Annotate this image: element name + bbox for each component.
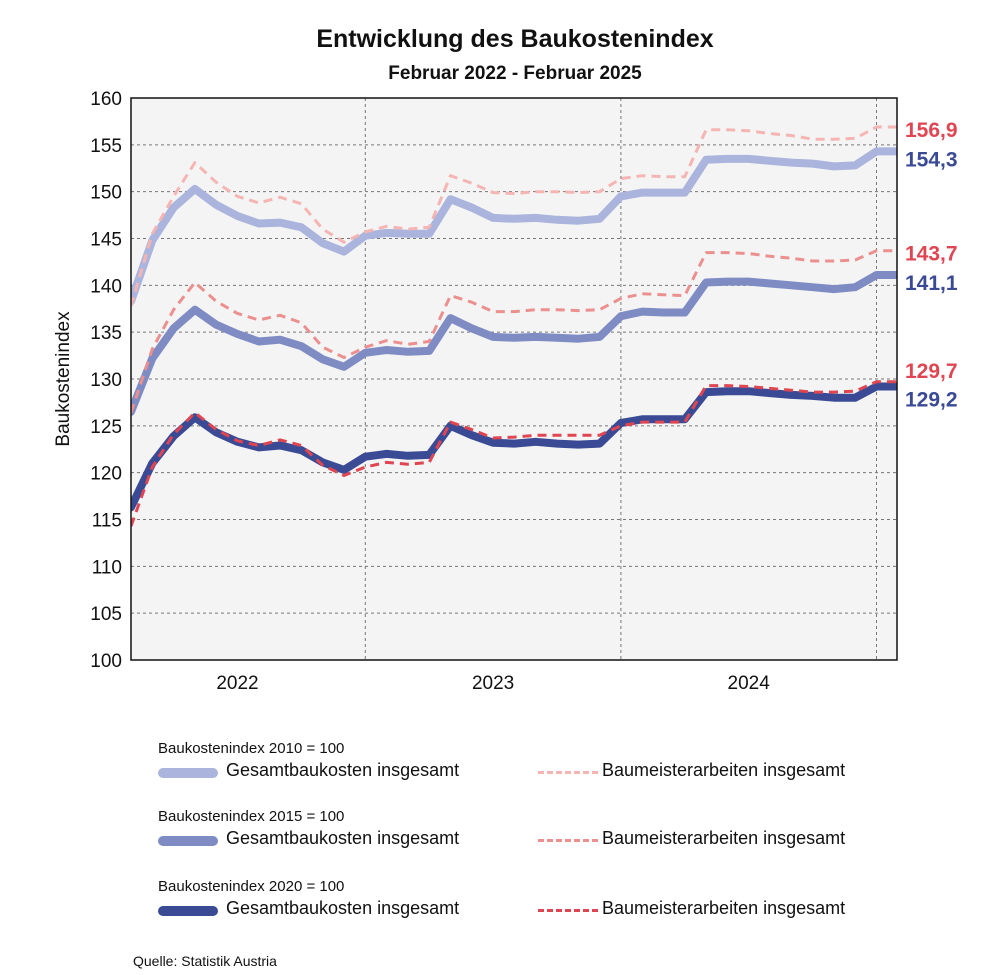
legend-swatch-dashed bbox=[538, 771, 598, 774]
series-line bbox=[131, 125, 897, 307]
y-tick-label: 155 bbox=[90, 136, 122, 157]
end-labels: 154,3 156,9 141,1 143,7 129,2 129,7 bbox=[905, 119, 958, 411]
legend-group-title: Baukostenindex 2010 = 100 bbox=[158, 740, 345, 757]
legend-label-baumeisterarbeiten: Baumeisterarbeiten insgesamt bbox=[602, 760, 846, 780]
legend-label-gesamtbaukosten: Gesamtbaukosten insgesamt bbox=[226, 760, 460, 780]
series-line bbox=[131, 271, 897, 416]
y-tick-label: 150 bbox=[90, 183, 122, 204]
legend-row: Gesamtbaukosten insgesamt Baumeisterarbe… bbox=[158, 828, 878, 852]
y-tick-label: 115 bbox=[92, 511, 122, 532]
legend-swatch-solid bbox=[158, 768, 218, 778]
legend-label-baumeisterarbeiten: Baumeisterarbeiten insgesamt bbox=[602, 898, 846, 918]
y-tick-label: 110 bbox=[92, 557, 122, 578]
legend-row: Gesamtbaukosten insgesamt Baumeisterarbe… bbox=[158, 760, 878, 784]
x-tick-label: 2022 bbox=[216, 673, 258, 694]
legend-group-title: Baukostenindex 2015 = 100 bbox=[158, 808, 345, 825]
end-value-label: 141,1 bbox=[905, 272, 958, 295]
legend-swatch-solid bbox=[158, 906, 218, 916]
legend-swatch-solid bbox=[158, 836, 218, 846]
legend-group-title: Baukostenindex 2020 = 100 bbox=[158, 878, 345, 895]
series-line bbox=[131, 382, 897, 512]
plot-frame bbox=[130, 97, 898, 661]
y-axis-ticks: 100 105 110 115 120 125 130 135 140 145 150 155 160 bbox=[90, 89, 122, 672]
end-value-label: 143,7 bbox=[905, 243, 958, 266]
chart-title: Entwicklung des Baukostenindex bbox=[316, 25, 713, 53]
end-value-label: 156,9 bbox=[905, 119, 958, 142]
y-axis-label: Baukostenindex bbox=[53, 311, 74, 447]
series-line bbox=[131, 249, 897, 414]
end-value-label: 129,2 bbox=[905, 388, 958, 411]
x-tick-label: 2023 bbox=[472, 673, 514, 694]
x-tick-label: 2024 bbox=[728, 673, 771, 694]
y-tick-label: 160 bbox=[90, 89, 122, 110]
legend-row: Gesamtbaukosten insgesamt Baumeisterarbe… bbox=[158, 898, 878, 922]
series-line bbox=[131, 147, 897, 306]
y-tick-label: 145 bbox=[90, 230, 122, 251]
x-axis-ticks: 2022 2023 2024 bbox=[216, 673, 770, 694]
y-tick-label: 100 bbox=[90, 651, 122, 672]
chart-subtitle: Februar 2022 - Februar 2025 bbox=[388, 63, 642, 84]
y-tick-label: 140 bbox=[90, 276, 122, 297]
y-tick-label: 135 bbox=[90, 323, 122, 344]
source-note: Quelle: Statistik Austria bbox=[133, 953, 277, 969]
series-line bbox=[131, 380, 897, 527]
series-lines bbox=[131, 125, 897, 527]
y-tick-label: 130 bbox=[90, 370, 122, 391]
legend-swatch-dashed bbox=[538, 839, 598, 842]
legend-swatch-dashed bbox=[538, 909, 598, 912]
y-tick-label: 125 bbox=[90, 417, 122, 438]
legend-label-baumeisterarbeiten: Baumeisterarbeiten insgesamt bbox=[602, 828, 846, 848]
end-value-label: 129,7 bbox=[905, 360, 958, 383]
end-value-label: 154,3 bbox=[905, 148, 958, 171]
legend-label-gesamtbaukosten: Gesamtbaukosten insgesamt bbox=[226, 898, 460, 918]
y-tick-label: 120 bbox=[90, 464, 122, 485]
legend-label-gesamtbaukosten: Gesamtbaukosten insgesamt bbox=[226, 828, 460, 848]
y-tick-label: 105 bbox=[90, 604, 122, 625]
grid-lines bbox=[131, 98, 897, 660]
